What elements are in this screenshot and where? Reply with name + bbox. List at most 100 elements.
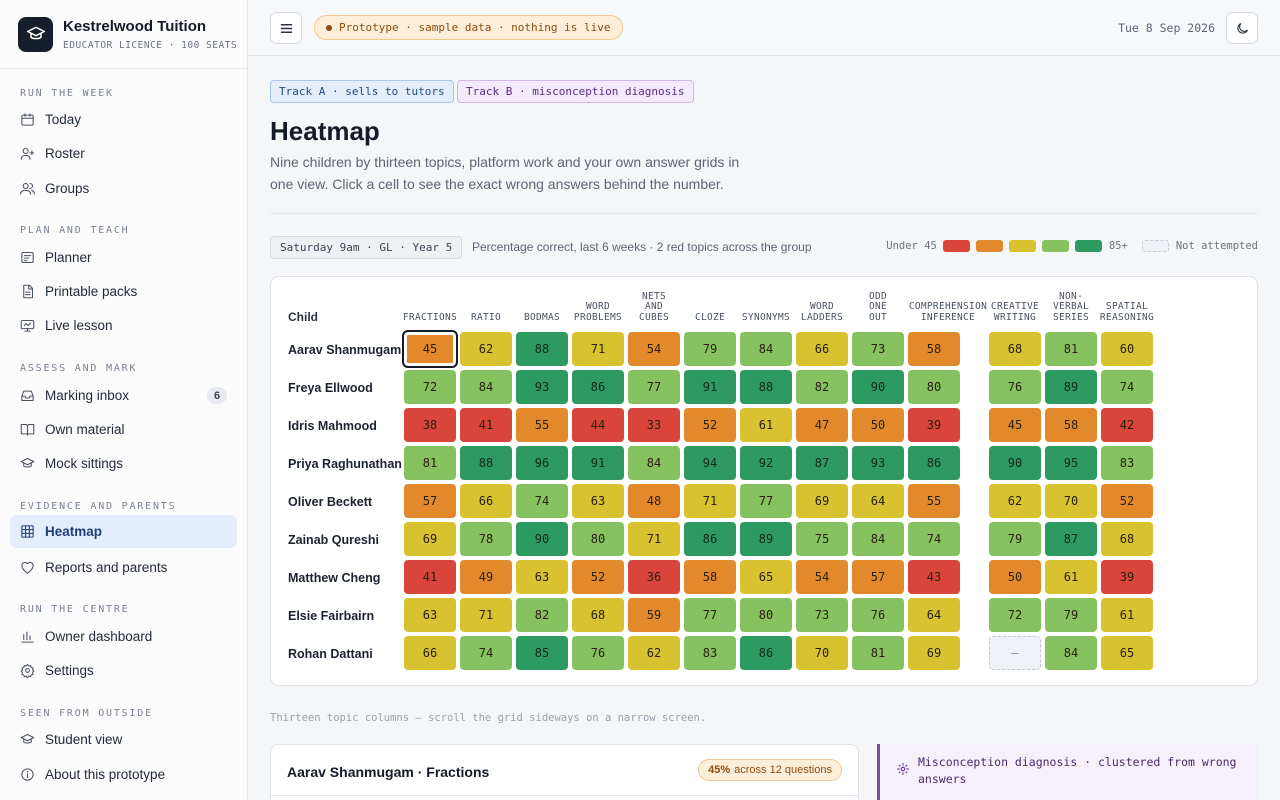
heatmap-cell[interactable]: 93	[852, 446, 904, 480]
heatmap-cell[interactable]: 41	[460, 408, 512, 442]
heatmap-cell[interactable]: 69	[908, 636, 960, 670]
heatmap-cell[interactable]: 71	[572, 332, 624, 366]
heatmap-cell[interactable]: 63	[572, 484, 624, 518]
heatmap-cell[interactable]: 70	[796, 636, 848, 670]
cohort-select[interactable]: Saturday 9am · GL · Year 5	[270, 236, 463, 259]
sidebar-item-mock-sittings[interactable]: Mock sittings	[10, 447, 237, 480]
heatmap-cell[interactable]: 59	[628, 598, 680, 632]
heatmap-cell[interactable]: 66	[460, 484, 512, 518]
heatmap-cell[interactable]: 42	[1101, 408, 1153, 442]
heatmap-cell[interactable]: 90	[852, 370, 904, 404]
sidebar-item-printable-packs[interactable]: Printable packs	[10, 275, 237, 308]
heatmap-cell[interactable]: 58	[1045, 408, 1097, 442]
heatmap-cell[interactable]: 64	[852, 484, 904, 518]
heatmap-cell[interactable]: 79	[684, 332, 736, 366]
heatmap-cell[interactable]: 36	[628, 560, 680, 594]
heatmap-cell[interactable]: 91	[572, 446, 624, 480]
menu-toggle-button[interactable]	[270, 12, 302, 44]
heatmap-cell[interactable]: 88	[460, 446, 512, 480]
heatmap-cell[interactable]: 72	[404, 370, 456, 404]
heatmap-cell[interactable]: 64	[908, 598, 960, 632]
sidebar-item-own-material[interactable]: Own material	[10, 413, 237, 446]
sidebar-item-live-lesson[interactable]: Live lesson	[10, 309, 237, 342]
heatmap-cell[interactable]: 70	[1045, 484, 1097, 518]
heatmap-cell[interactable]: 69	[404, 522, 456, 556]
heatmap-cell[interactable]: 52	[1101, 484, 1153, 518]
heatmap-cell[interactable]: 43	[908, 560, 960, 594]
heatmap-cell[interactable]: 50	[989, 560, 1041, 594]
heatmap-cell[interactable]: 92	[740, 446, 792, 480]
heatmap-cell[interactable]: 84	[852, 522, 904, 556]
heatmap-cell[interactable]: 76	[572, 636, 624, 670]
heatmap-cell[interactable]: 71	[684, 484, 736, 518]
heatmap-cell[interactable]: 44	[572, 408, 624, 442]
heatmap-cell[interactable]: 90	[989, 446, 1041, 480]
heatmap-cell[interactable]: 48	[628, 484, 680, 518]
heatmap-cell[interactable]: 62	[989, 484, 1041, 518]
heatmap-cell[interactable]: 47	[796, 408, 848, 442]
heatmap-cell[interactable]: 76	[852, 598, 904, 632]
sidebar-item-reports-and-parents[interactable]: Reports and parents	[10, 551, 237, 584]
heatmap-cell[interactable]: 45	[402, 330, 458, 368]
heatmap-cell[interactable]: 74	[516, 484, 568, 518]
heatmap-cell[interactable]: 80	[908, 370, 960, 404]
heatmap-cell[interactable]: 65	[740, 560, 792, 594]
heatmap-cell[interactable]: 80	[740, 598, 792, 632]
heatmap-cell[interactable]: –	[989, 636, 1041, 670]
heatmap-cell[interactable]: 79	[989, 522, 1041, 556]
heatmap-cell[interactable]: 45	[989, 408, 1041, 442]
heatmap-cell[interactable]: 50	[852, 408, 904, 442]
heatmap-cell[interactable]: 84	[1045, 636, 1097, 670]
heatmap-cell[interactable]: 94	[684, 446, 736, 480]
heatmap-cell[interactable]: 72	[989, 598, 1041, 632]
heatmap-cell[interactable]: 62	[628, 636, 680, 670]
sidebar-item-owner-dashboard[interactable]: Owner dashboard	[10, 620, 237, 653]
sidebar-item-student-view[interactable]: Student view	[10, 723, 237, 756]
heatmap-cell[interactable]: 66	[796, 332, 848, 366]
heatmap-cell[interactable]: 73	[852, 332, 904, 366]
heatmap-cell[interactable]: 57	[404, 484, 456, 518]
heatmap-cell[interactable]: 77	[684, 598, 736, 632]
heatmap-cell[interactable]: 63	[516, 560, 568, 594]
sidebar-item-groups[interactable]: Groups	[10, 172, 237, 205]
sidebar-item-planner[interactable]: Planner	[10, 241, 237, 274]
heatmap-cell[interactable]: 74	[460, 636, 512, 670]
heatmap-cell[interactable]: 57	[852, 560, 904, 594]
heatmap-cell[interactable]: 79	[1045, 598, 1097, 632]
sidebar-item-roster[interactable]: Roster	[10, 137, 237, 170]
heatmap-cell[interactable]: 75	[796, 522, 848, 556]
heatmap-cell[interactable]: 54	[628, 332, 680, 366]
heatmap-cell[interactable]: 39	[1101, 560, 1153, 594]
heatmap-cell[interactable]: 68	[989, 332, 1041, 366]
heatmap-cell[interactable]: 69	[796, 484, 848, 518]
heatmap-cell[interactable]: 86	[740, 636, 792, 670]
heatmap-cell[interactable]: 60	[1101, 332, 1153, 366]
heatmap-cell[interactable]: 95	[1045, 446, 1097, 480]
heatmap-cell[interactable]: 76	[989, 370, 1041, 404]
heatmap-cell[interactable]: 86	[684, 522, 736, 556]
heatmap-cell[interactable]: 74	[908, 522, 960, 556]
heatmap-cell[interactable]: 82	[516, 598, 568, 632]
heatmap-cell[interactable]: 52	[684, 408, 736, 442]
heatmap-cell[interactable]: 38	[404, 408, 456, 442]
heatmap-cell[interactable]: 61	[1101, 598, 1153, 632]
sidebar-item-settings[interactable]: Settings	[10, 654, 237, 687]
heatmap-cell[interactable]: 71	[628, 522, 680, 556]
heatmap-cell[interactable]: 88	[740, 370, 792, 404]
heatmap-cell[interactable]: 85	[516, 636, 568, 670]
heatmap-cell[interactable]: 68	[1101, 522, 1153, 556]
heatmap-cell[interactable]: 87	[1045, 522, 1097, 556]
heatmap-cell[interactable]: 81	[852, 636, 904, 670]
heatmap-cell[interactable]: 84	[628, 446, 680, 480]
track-a-tag[interactable]: Track A · sells to tutors	[270, 80, 454, 103]
sidebar-item-heatmap[interactable]: Heatmap	[10, 515, 237, 548]
heatmap-cell[interactable]: 65	[1101, 636, 1153, 670]
heatmap-cell[interactable]: 77	[740, 484, 792, 518]
heatmap-cell[interactable]: 55	[516, 408, 568, 442]
heatmap-cell[interactable]: 96	[516, 446, 568, 480]
heatmap-cell[interactable]: 87	[796, 446, 848, 480]
theme-toggle-button[interactable]	[1226, 12, 1258, 44]
heatmap-cell[interactable]: 61	[740, 408, 792, 442]
heatmap-cell[interactable]: 80	[572, 522, 624, 556]
heatmap-cell[interactable]: 86	[908, 446, 960, 480]
